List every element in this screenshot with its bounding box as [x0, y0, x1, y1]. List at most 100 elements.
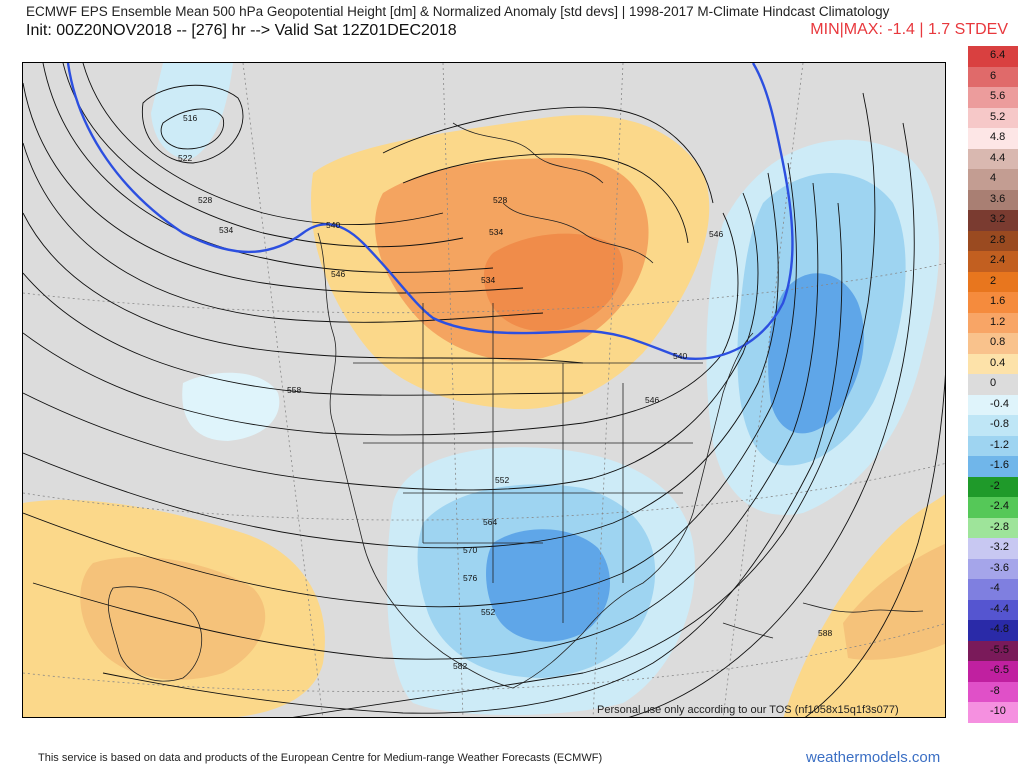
colorbar-swatch [968, 517, 1018, 538]
map-title: ECMWF EPS Ensemble Mean 500 hPa Geopoten… [26, 4, 890, 19]
colorbar-swatch [968, 169, 1018, 190]
colorbar-swatch [968, 394, 1018, 415]
colorbar-label: 5.2 [990, 110, 1006, 123]
footer-attribution: This service is based on data and produc… [38, 752, 603, 764]
colorbar-swatch [968, 599, 1018, 620]
colorbar-label: 6 [990, 69, 997, 82]
svg-text:552: 552 [481, 607, 495, 617]
usage-credit: Personal use only according to our TOS (… [597, 704, 899, 716]
footer-brand-link[interactable]: weathermodels.com [806, 749, 941, 766]
svg-text:540: 540 [673, 351, 687, 361]
colorbar-swatch [968, 251, 1018, 272]
colorbar-label: 2.4 [990, 254, 1006, 266]
colorbar-swatch [968, 353, 1018, 374]
colorbar-label: -3.2 [990, 541, 1009, 553]
colorbar-label: 0 [990, 377, 997, 389]
colorbar-swatch [968, 579, 1018, 600]
colorbar-swatch [968, 292, 1018, 313]
svg-text:540: 540 [326, 220, 340, 230]
cold-anomaly-pacific-west [182, 372, 280, 441]
colorbar-label: 3.2 [990, 213, 1006, 225]
svg-text:546: 546 [709, 229, 723, 239]
svg-text:516: 516 [183, 113, 197, 123]
colorbar-swatch [968, 312, 1018, 333]
colorbar-label: -1.6 [990, 459, 1009, 471]
map-svg: 516 522 528 534 540 546 552 558 564 570 … [23, 63, 945, 717]
colorbar-swatch [968, 681, 1018, 702]
colorbar-label: 2 [990, 274, 997, 287]
svg-text:570: 570 [463, 545, 477, 555]
colorbar-swatch [968, 148, 1018, 169]
colorbar-swatch [968, 476, 1018, 497]
colorbar-swatch [968, 210, 1018, 231]
contour-labels: 516 522 528 534 540 546 552 558 564 570 … [178, 113, 832, 671]
colorbar-swatch [968, 87, 1018, 108]
colorbar-label: -4.8 [990, 623, 1009, 635]
svg-text:558: 558 [287, 385, 301, 395]
svg-text:552: 552 [495, 475, 509, 485]
colorbar-swatch [968, 435, 1018, 456]
colorbar-label: 6.4 [990, 49, 1006, 61]
svg-text:564: 564 [483, 517, 497, 527]
colorbar-label: -1.2 [990, 438, 1009, 451]
colorbar-label: 2.8 [990, 233, 1006, 246]
colorbar-label: 4.4 [990, 151, 1006, 164]
colorbar-label: 5.6 [990, 90, 1006, 102]
colorbar-swatch [968, 107, 1018, 128]
colorbar-swatch [968, 456, 1018, 477]
colorbar-label: 1.2 [990, 315, 1006, 328]
warm-anomaly-core-inner [483, 233, 623, 332]
warm-anomaly-pacific-core [80, 557, 266, 680]
colorbar-swatch [968, 620, 1018, 641]
colorbar-swatch [968, 66, 1018, 87]
map-panel: 516 522 528 534 540 546 552 558 564 570 … [22, 62, 946, 718]
svg-text:546: 546 [645, 395, 659, 405]
colorbar-swatch [968, 538, 1018, 559]
colorbar-label: -8 [990, 684, 1000, 697]
colorbar-label: -0.8 [990, 418, 1009, 430]
coastlines [107, 122, 924, 689]
colorbar-label: 4 [990, 172, 997, 184]
colorbar-label: 0.4 [990, 356, 1006, 369]
colorbar-label: 0.8 [990, 336, 1006, 348]
colorbar-label: 3.6 [990, 192, 1006, 205]
colorbar-label: 4.8 [990, 131, 1006, 143]
min-max-stdev: MIN|MAX: -1.4 | 1.7 STDEV [810, 21, 1008, 38]
colorbar-label: -6.5 [990, 664, 1009, 676]
colorbar-label: -4.4 [990, 602, 1009, 615]
colorbar-label: -10 [990, 705, 1006, 717]
colorbar-swatch [968, 558, 1018, 579]
colorbar-swatch [968, 128, 1018, 149]
svg-text:534: 534 [489, 227, 503, 237]
cold-anomaly-east-core [768, 273, 864, 434]
anomaly-colorbar: 6.4 6 5.6 5.2 4.8 4.4 4 3.6 3.2 2.8 2.4 2 1.6 1.2 0.8 0… [968, 46, 1018, 723]
colorbar-swatch [968, 702, 1018, 723]
colorbar-swatch [968, 661, 1018, 682]
colorbar-swatch [968, 415, 1018, 436]
cold-anomaly-south-core [486, 529, 610, 642]
colorbar-label: -3.6 [990, 561, 1009, 574]
colorbar-swatch [968, 640, 1018, 661]
height-contours [23, 63, 945, 717]
colorbar-swatch [968, 333, 1018, 354]
colorbar-label: -2.8 [990, 520, 1009, 533]
colorbar-label: -4 [990, 582, 1000, 594]
svg-text:582: 582 [453, 661, 467, 671]
colorbar-swatch [968, 46, 1018, 67]
svg-text:528: 528 [198, 195, 212, 205]
colorbar-label: 1.6 [990, 295, 1006, 307]
colorbar-label: -0.4 [990, 397, 1009, 410]
svg-text:534: 534 [481, 275, 495, 285]
svg-text:588: 588 [818, 628, 832, 638]
colorbar-swatch [968, 189, 1018, 210]
init-valid-time: Init: 00Z20NOV2018 -- [276] hr --> Valid… [26, 22, 457, 39]
colorbar-swatch [968, 374, 1018, 395]
colorbar-swatch [968, 271, 1018, 292]
colorbar-label: -2 [990, 479, 1000, 492]
svg-text:546: 546 [331, 269, 345, 279]
svg-text:534: 534 [219, 225, 233, 235]
colorbar-label: -5.5 [990, 643, 1009, 656]
colorbar-label: -2.4 [990, 500, 1009, 512]
svg-text:522: 522 [178, 153, 192, 163]
svg-text:528: 528 [493, 195, 507, 205]
